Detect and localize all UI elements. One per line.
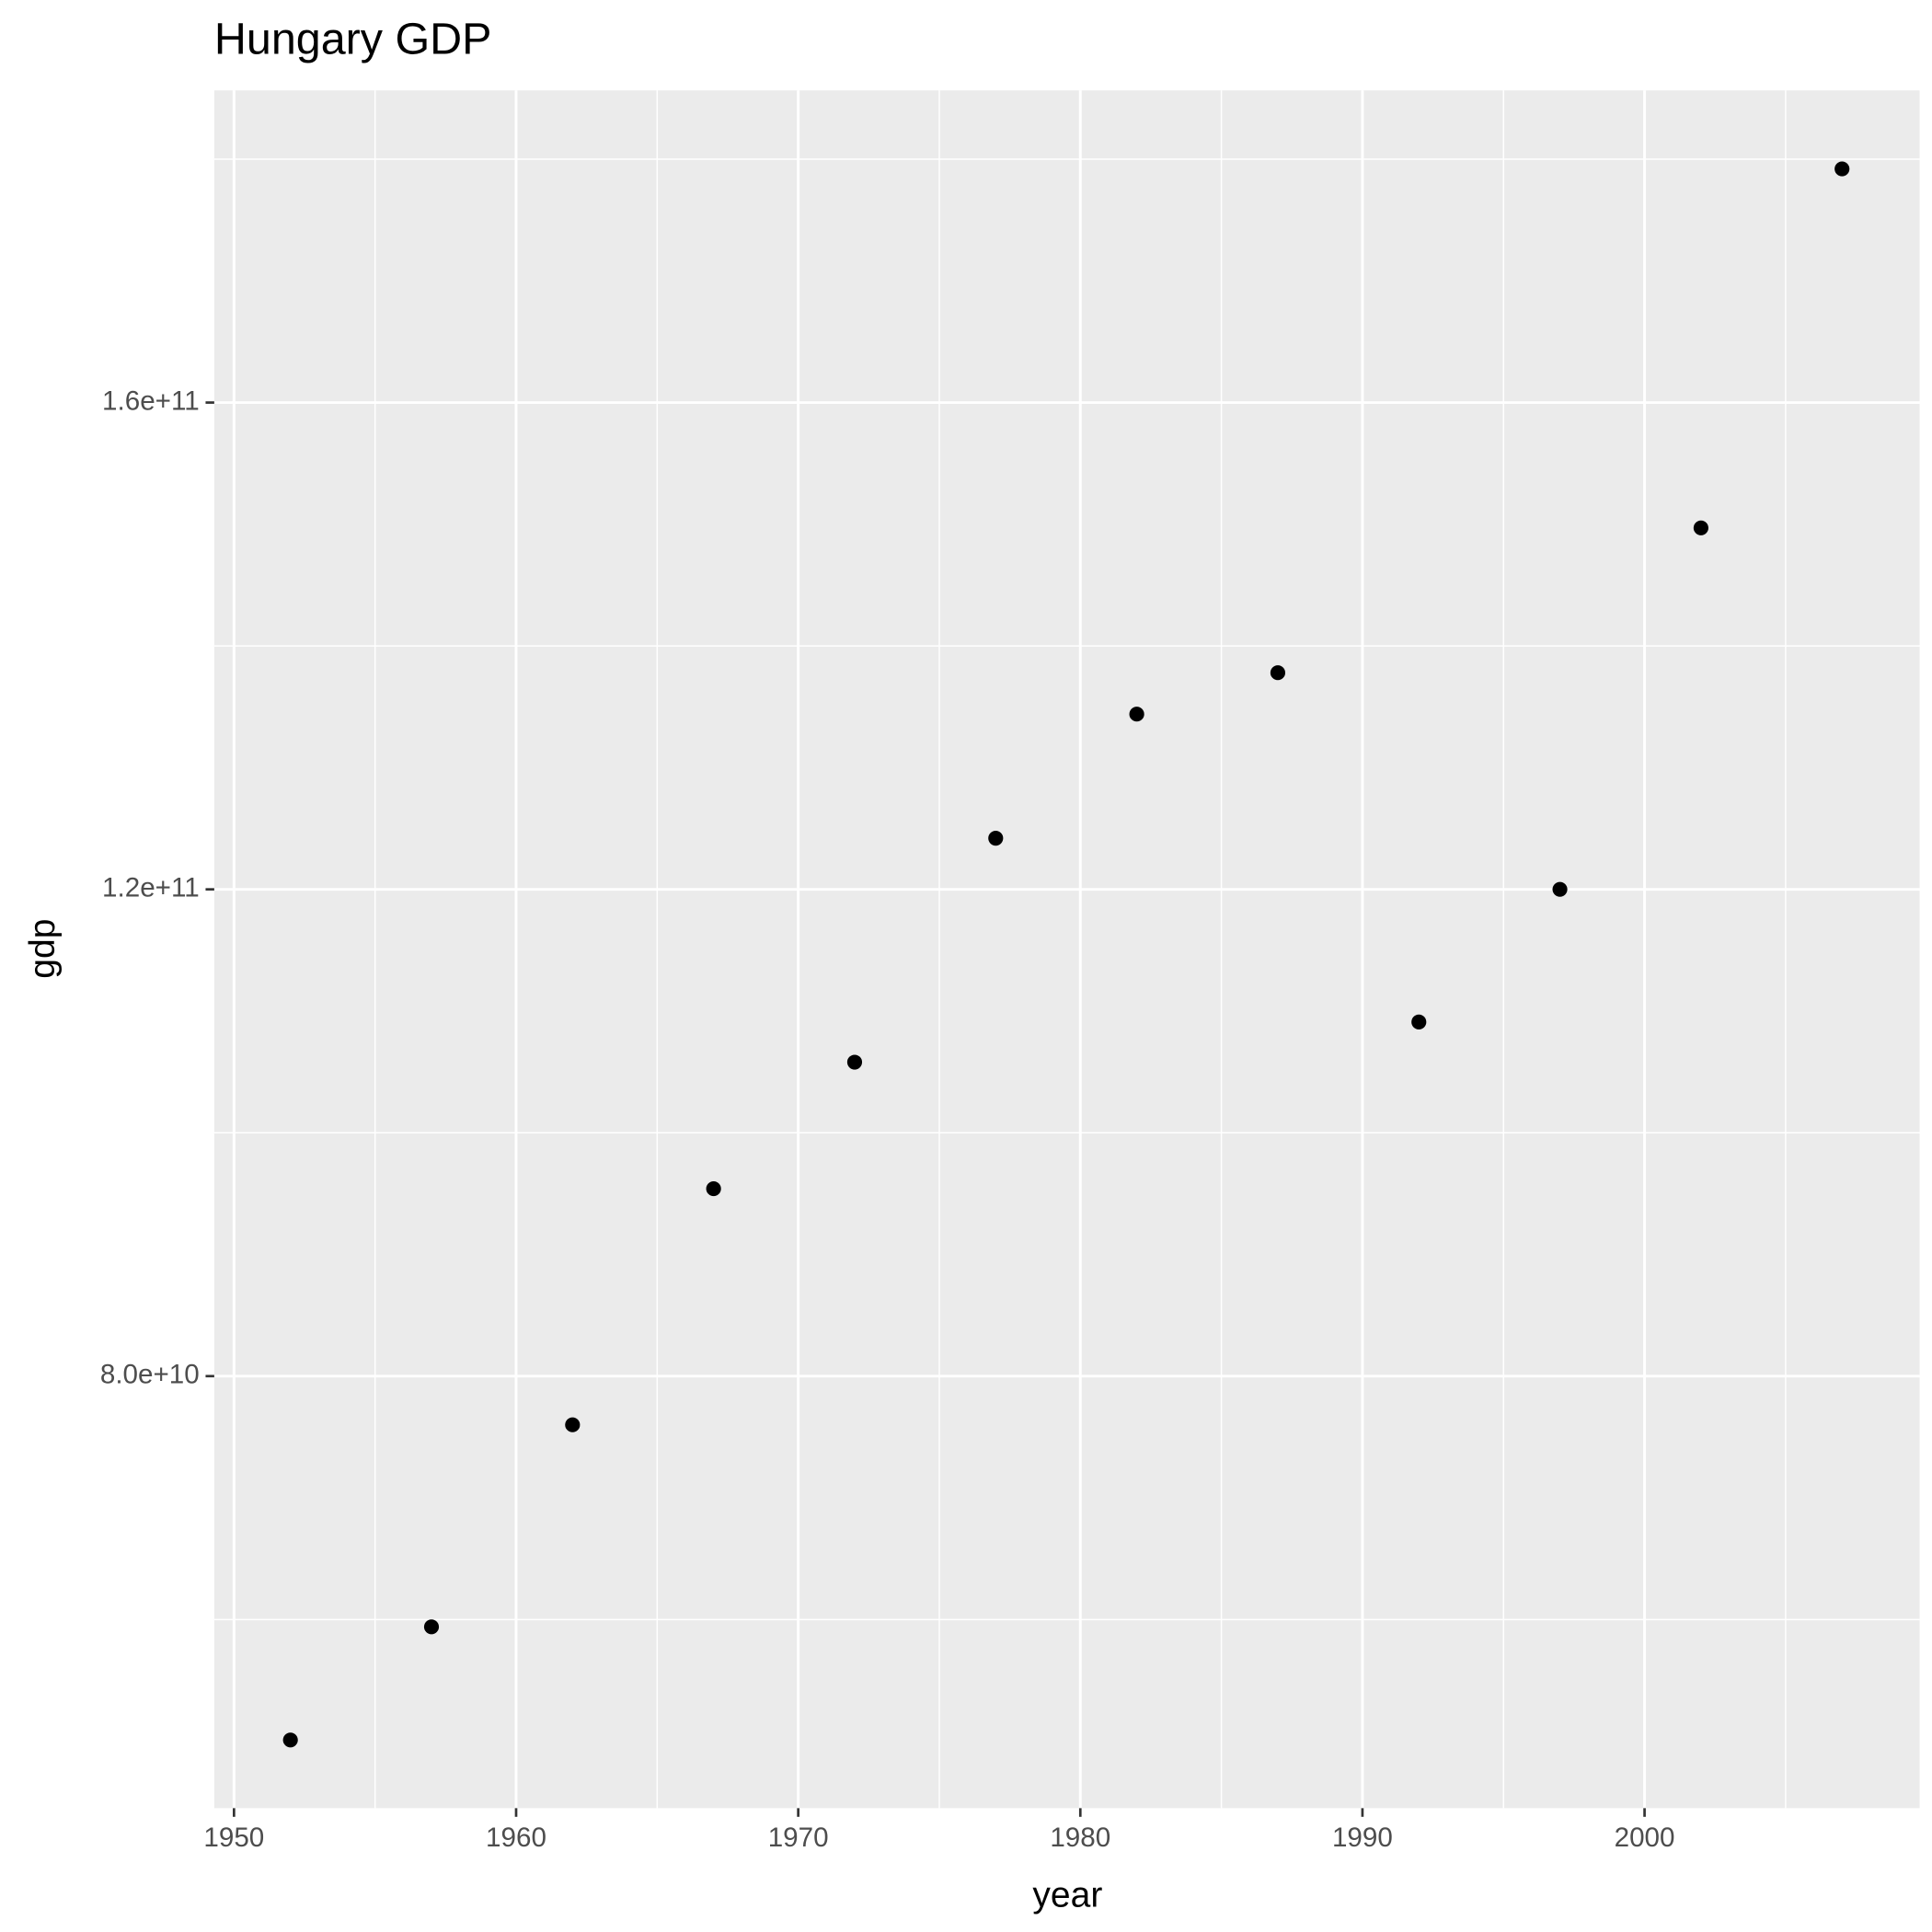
x-tick-label: 1960 xyxy=(486,1823,546,1853)
y-axis-label: gdp xyxy=(23,919,63,979)
panel xyxy=(213,90,1920,1809)
y-tick-label: 1.2e+11 xyxy=(102,873,200,903)
point xyxy=(1693,520,1708,535)
point xyxy=(1270,665,1286,681)
y-tick-label: 8.0e+10 xyxy=(100,1360,200,1390)
x-tick-label: 2000 xyxy=(1615,1823,1675,1853)
x-axis-label: year xyxy=(1032,1876,1102,1915)
point xyxy=(282,1732,298,1748)
point xyxy=(846,1054,863,1070)
x-tick-label: 1970 xyxy=(768,1823,829,1853)
point xyxy=(565,1417,581,1432)
point xyxy=(423,1619,440,1635)
x-tick-label: 1980 xyxy=(1050,1823,1110,1853)
x-tick-label: 1990 xyxy=(1332,1823,1393,1853)
chart-title: Hungary GDP xyxy=(214,15,492,64)
point xyxy=(1552,881,1568,897)
point xyxy=(1411,1014,1427,1029)
x-tick-label: 1950 xyxy=(203,1823,264,1853)
point xyxy=(1129,707,1144,722)
point xyxy=(1834,161,1850,177)
y-tick-label: 1.6e+11 xyxy=(102,385,200,416)
point xyxy=(988,831,1004,846)
point xyxy=(706,1181,721,1197)
